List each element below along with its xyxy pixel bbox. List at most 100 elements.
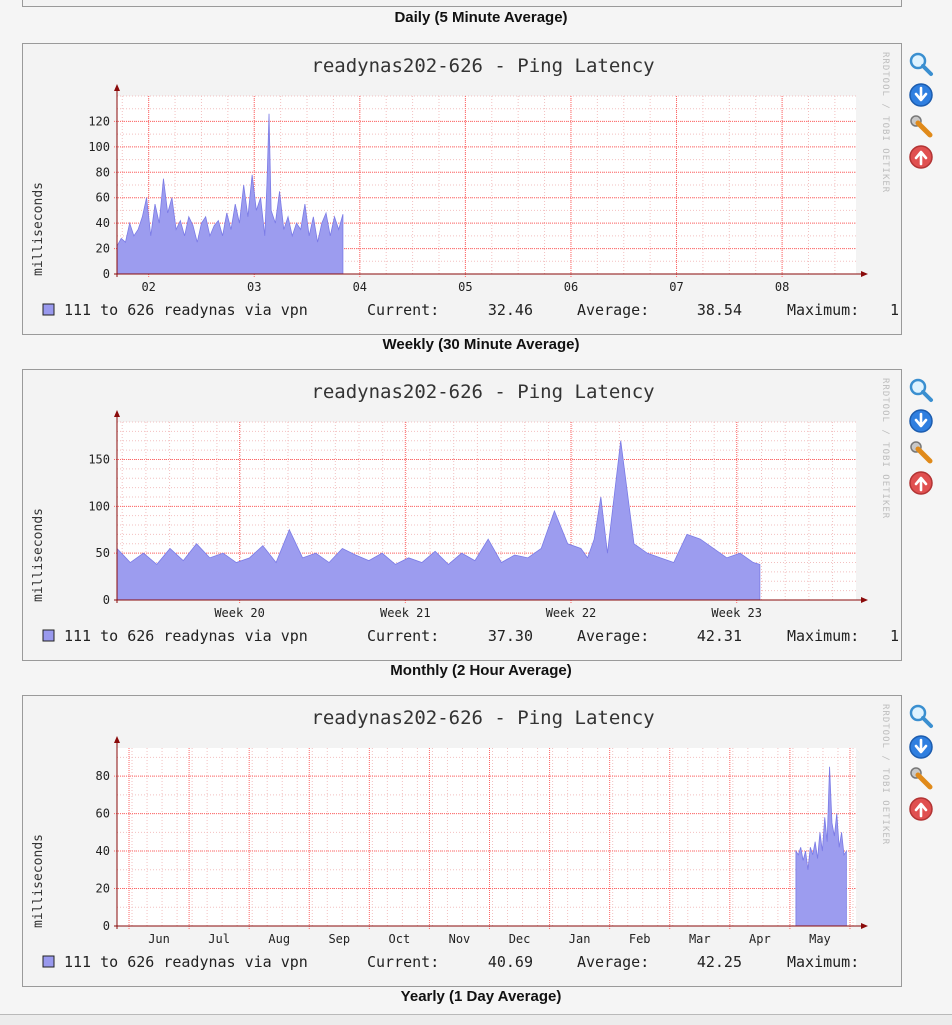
legend-current-label: Current: <box>367 953 439 971</box>
legend-current-label: Current: <box>367 627 439 645</box>
rrdtool-watermark: RRDTOOL / TOBI OETIKER <box>880 704 890 845</box>
x-tick-label: Week 22 <box>546 606 597 620</box>
x-tick-label: Week 21 <box>380 606 431 620</box>
x-tick-label: 04 <box>353 280 367 294</box>
legend-series-name: 111 to 626 readynas via vpn <box>64 953 308 971</box>
move-up-icon[interactable] <box>908 144 934 170</box>
move-up-icon[interactable] <box>908 796 934 822</box>
y-tick-label: 20 <box>96 882 110 896</box>
legend-current-value: 40.69 <box>488 953 533 971</box>
y-tick-label: 40 <box>96 844 110 858</box>
latency-area-series <box>116 113 344 275</box>
x-tick-label: 02 <box>141 280 155 294</box>
previous-graph-frame <box>22 0 902 7</box>
move-up-icon[interactable] <box>908 470 934 496</box>
chart-title: readynas202-626 - Ping Latency <box>311 381 654 403</box>
x-tick-label: 08 <box>775 280 789 294</box>
y-tick-label: 80 <box>96 165 110 179</box>
download-icon[interactable] <box>908 734 934 760</box>
x-tick-label: 06 <box>564 280 578 294</box>
yearly-caption: Yearly (1 Day Average) <box>400 988 562 1005</box>
rrdtool-watermark: RRDTOOL / TOBI OETIKER <box>880 52 890 193</box>
download-icon[interactable] <box>908 82 934 108</box>
x-axis-arrow <box>861 597 868 603</box>
x-tick-label: Jun <box>148 932 170 946</box>
x-tick-label: Apr <box>749 932 771 946</box>
legend-average-value: 38.54 <box>697 301 742 319</box>
legend-maximum-value: 1 <box>890 301 899 319</box>
x-tick-label: 03 <box>247 280 261 294</box>
legend-average-label: Average: <box>577 301 649 319</box>
yearly-graph-actions <box>908 703 936 827</box>
y-tick-label: 0 <box>103 267 110 281</box>
monthly-graph[interactable]: readynas202-626 - Ping Latency milliseco… <box>22 369 902 661</box>
properties-icon[interactable] <box>908 765 934 791</box>
y-tick-label: 120 <box>88 114 110 128</box>
yearly-graph[interactable]: readynas202-626 - Ping Latency milliseco… <box>22 695 902 987</box>
x-tick-label: Sep <box>328 932 350 946</box>
monthly-chart-svg: readynas202-626 - Ping Latency milliseco… <box>31 378 899 645</box>
x-tick-label: Week 23 <box>711 606 762 620</box>
legend-average-label: Average: <box>577 953 649 971</box>
properties-icon[interactable] <box>908 113 934 139</box>
rrdtool-watermark: RRDTOOL / TOBI OETIKER <box>880 378 890 519</box>
y-tick-label: 60 <box>96 191 110 205</box>
latency-area-series <box>116 440 761 601</box>
legend-current-label: Current: <box>367 301 439 319</box>
y-axis-arrow <box>114 736 120 743</box>
y-tick-label: 50 <box>96 546 110 560</box>
y-axis-label: milliseconds <box>31 834 46 928</box>
y-axis-arrow <box>114 84 120 91</box>
legend-maximum-label: Maximum: <box>787 301 859 319</box>
legend-swatch <box>42 303 55 316</box>
download-icon[interactable] <box>908 408 934 434</box>
y-tick-label: 150 <box>88 452 110 466</box>
y-tick-label: 80 <box>96 769 110 783</box>
zoom-icon[interactable] <box>908 703 934 729</box>
legend-maximum-label: Maximum: <box>787 953 859 971</box>
legend-series-name: 111 to 626 readynas via vpn <box>64 301 308 319</box>
legend-maximum-label: Maximum: <box>787 627 859 645</box>
x-tick-label: 05 <box>458 280 472 294</box>
plot-area <box>117 748 856 926</box>
x-tick-label: 07 <box>669 280 683 294</box>
legend-average-label: Average: <box>577 627 649 645</box>
weekly-graph[interactable]: readynas202-626 - Ping Latency milliseco… <box>22 43 902 335</box>
legend-current-value: 32.46 <box>488 301 533 319</box>
y-tick-label: 60 <box>96 807 110 821</box>
x-tick-label: Mar <box>689 932 711 946</box>
next-graph-frame <box>0 1014 952 1025</box>
zoom-icon[interactable] <box>908 377 934 403</box>
x-tick-label: Aug <box>268 932 290 946</box>
monthly-caption: Monthly (2 Hour Average) <box>390 662 572 679</box>
x-tick-label: May <box>809 932 831 946</box>
x-axis-arrow <box>861 923 868 929</box>
daily-caption: Daily (5 Minute Average) <box>394 9 568 26</box>
x-tick-label: Nov <box>449 932 471 946</box>
x-tick-label: Week 20 <box>214 606 265 620</box>
weekly-chart-svg: readynas202-626 - Ping Latency milliseco… <box>31 52 899 319</box>
x-tick-label: Jan <box>569 932 591 946</box>
x-tick-label: Jul <box>208 932 230 946</box>
legend-series-name: 111 to 626 readynas via vpn <box>64 627 308 645</box>
zoom-icon[interactable] <box>908 51 934 77</box>
y-tick-label: 40 <box>96 216 110 230</box>
monthly-graph-actions <box>908 377 936 501</box>
legend-maximum-value: 1 <box>890 627 899 645</box>
legend-swatch <box>42 955 55 968</box>
weekly-graph-actions <box>908 51 936 175</box>
yearly-chart-svg: readynas202-626 - Ping Latency milliseco… <box>31 704 890 971</box>
y-tick-label: 20 <box>96 242 110 256</box>
y-axis-label: milliseconds <box>31 508 46 602</box>
x-tick-label: Oct <box>389 932 411 946</box>
y-tick-label: 0 <box>103 919 110 933</box>
chart-title: readynas202-626 - Ping Latency <box>311 55 654 77</box>
y-tick-label: 100 <box>88 140 110 154</box>
y-tick-label: 0 <box>103 593 110 607</box>
y-tick-label: 100 <box>88 499 110 513</box>
latency-area-series <box>795 766 847 927</box>
weekly-caption: Weekly (30 Minute Average) <box>382 336 580 353</box>
legend-current-value: 37.30 <box>488 627 533 645</box>
properties-icon[interactable] <box>908 439 934 465</box>
chart-title: readynas202-626 - Ping Latency <box>311 707 654 729</box>
